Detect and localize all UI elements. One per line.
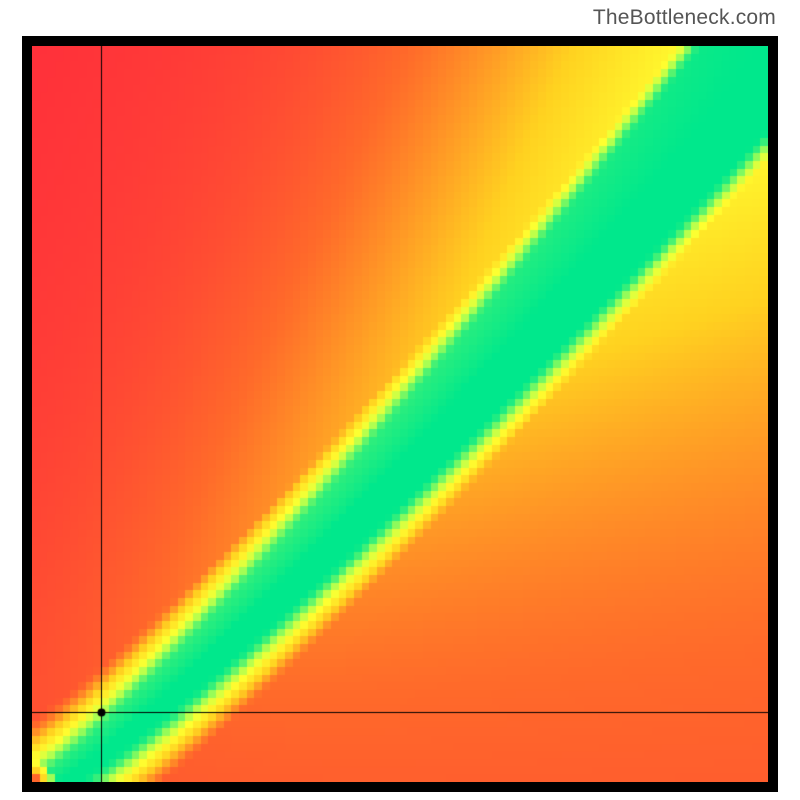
plot-frame — [22, 36, 778, 792]
crosshair-overlay — [32, 46, 768, 782]
plot-area — [32, 46, 768, 782]
watermark-text: TheBottleneck.com — [593, 6, 776, 30]
